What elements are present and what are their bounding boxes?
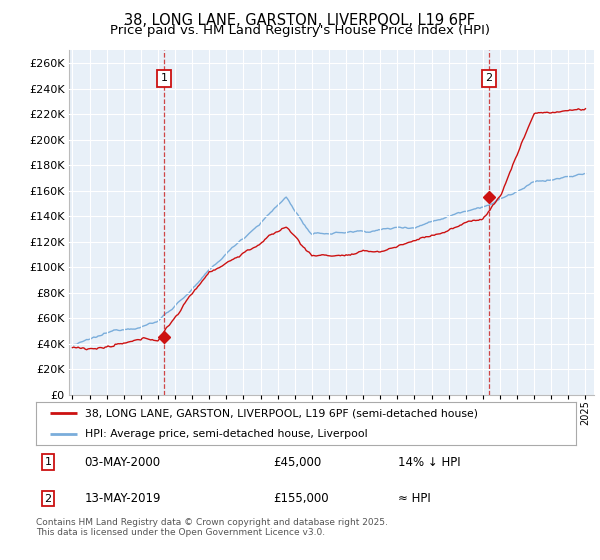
Text: 1: 1	[44, 457, 52, 467]
Text: ≈ HPI: ≈ HPI	[398, 492, 431, 505]
Text: 2: 2	[44, 493, 52, 503]
Text: HPI: Average price, semi-detached house, Liverpool: HPI: Average price, semi-detached house,…	[85, 428, 367, 438]
Text: 38, LONG LANE, GARSTON, LIVERPOOL, L19 6PF: 38, LONG LANE, GARSTON, LIVERPOOL, L19 6…	[125, 13, 476, 29]
Text: Price paid vs. HM Land Registry's House Price Index (HPI): Price paid vs. HM Land Registry's House …	[110, 24, 490, 37]
Text: 38, LONG LANE, GARSTON, LIVERPOOL, L19 6PF (semi-detached house): 38, LONG LANE, GARSTON, LIVERPOOL, L19 6…	[85, 408, 478, 418]
Text: Contains HM Land Registry data © Crown copyright and database right 2025.
This d: Contains HM Land Registry data © Crown c…	[36, 518, 388, 538]
Text: 03-MAY-2000: 03-MAY-2000	[85, 456, 161, 469]
Text: 13-MAY-2019: 13-MAY-2019	[85, 492, 161, 505]
Text: £155,000: £155,000	[274, 492, 329, 505]
Text: 2: 2	[485, 73, 493, 83]
Text: 14% ↓ HPI: 14% ↓ HPI	[398, 456, 460, 469]
Text: 1: 1	[160, 73, 167, 83]
Text: £45,000: £45,000	[274, 456, 322, 469]
